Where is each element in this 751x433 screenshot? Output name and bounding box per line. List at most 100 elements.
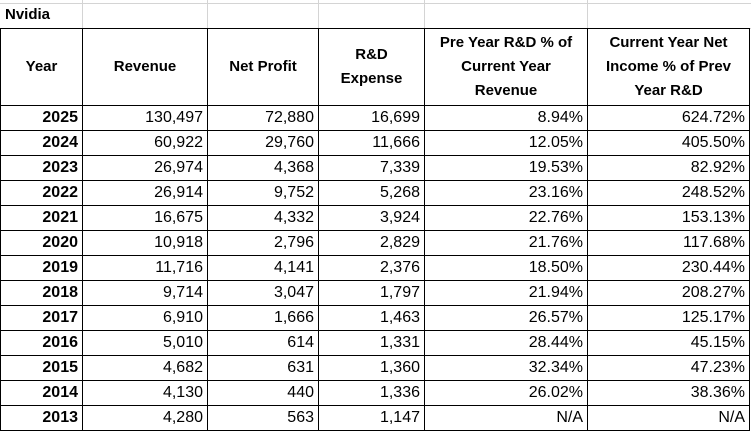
cell-net-profit[interactable]: 631 <box>207 355 319 381</box>
cell-revenue[interactable]: 9,714 <box>82 280 208 306</box>
cell-prev-rd-pct[interactable]: 21.76% <box>424 230 588 256</box>
header-row: Year Revenue Net Profit R&D Expense Pre … <box>0 28 750 106</box>
cell-net-income-pct[interactable]: 248.52% <box>587 180 750 206</box>
table-row: 2015 4,682 631 1,360 32.34% 47.23% <box>0 355 750 381</box>
cell-rd-expense[interactable]: 3,924 <box>318 205 425 231</box>
cell-net-profit[interactable]: 614 <box>207 330 319 356</box>
cell-year[interactable]: 2013 <box>0 405 83 431</box>
cell-year[interactable]: 2024 <box>0 130 83 156</box>
data-table: Year Revenue Net Profit R&D Expense Pre … <box>0 28 750 431</box>
cell-revenue[interactable]: 4,280 <box>82 405 208 431</box>
cell-year[interactable]: 2018 <box>0 280 83 306</box>
cell-net-income-pct[interactable]: 624.72% <box>587 105 750 131</box>
cell-net-profit[interactable]: 4,141 <box>207 255 319 281</box>
cell-revenue[interactable]: 6,910 <box>82 305 208 331</box>
cell-net-profit[interactable]: 2,796 <box>207 230 319 256</box>
table-row: 2023 26,974 4,368 7,339 19.53% 82.92% <box>0 155 750 181</box>
sheet-gridline <box>587 0 588 28</box>
cell-net-profit[interactable]: 4,332 <box>207 205 319 231</box>
cell-year[interactable]: 2020 <box>0 230 83 256</box>
cell-net-income-pct[interactable]: 38.36% <box>587 380 750 406</box>
cell-net-income-pct[interactable]: 208.27% <box>587 280 750 306</box>
cell-prev-rd-pct[interactable]: 32.34% <box>424 355 588 381</box>
table-row: 2022 26,914 9,752 5,268 23.16% 248.52% <box>0 180 750 206</box>
cell-rd-expense[interactable]: 5,268 <box>318 180 425 206</box>
cell-year[interactable]: 2014 <box>0 380 83 406</box>
cell-year[interactable]: 2022 <box>0 180 83 206</box>
cell-rd-expense[interactable]: 11,666 <box>318 130 425 156</box>
cell-net-income-pct[interactable]: N/A <box>587 405 750 431</box>
cell-prev-rd-pct[interactable]: 26.02% <box>424 380 588 406</box>
cell-rd-expense[interactable]: 1,797 <box>318 280 425 306</box>
cell-revenue[interactable]: 130,497 <box>82 105 208 131</box>
cell-rd-expense[interactable]: 2,829 <box>318 230 425 256</box>
cell-revenue[interactable]: 11,716 <box>82 255 208 281</box>
cell-year[interactable]: 2015 <box>0 355 83 381</box>
cell-prev-rd-pct[interactable]: 19.53% <box>424 155 588 181</box>
cell-prev-rd-pct[interactable]: 18.50% <box>424 255 588 281</box>
cell-net-profit[interactable]: 72,880 <box>207 105 319 131</box>
cell-prev-rd-pct[interactable]: 8.94% <box>424 105 588 131</box>
cell-prev-rd-pct[interactable]: 28.44% <box>424 330 588 356</box>
cell-year[interactable]: 2025 <box>0 105 83 131</box>
cell-revenue[interactable]: 10,918 <box>82 230 208 256</box>
table-row: 2017 6,910 1,666 1,463 26.57% 125.17% <box>0 305 750 331</box>
cell-net-income-pct[interactable]: 405.50% <box>587 130 750 156</box>
sheet-gridline <box>424 0 425 28</box>
cell-revenue[interactable]: 60,922 <box>82 130 208 156</box>
cell-net-income-pct[interactable]: 82.92% <box>587 155 750 181</box>
cell-revenue[interactable]: 26,974 <box>82 155 208 181</box>
sheet-title[interactable]: Nvidia <box>5 6 51 23</box>
cell-rd-expense[interactable]: 1,331 <box>318 330 425 356</box>
cell-revenue[interactable]: 16,675 <box>82 205 208 231</box>
cell-net-profit[interactable]: 4,368 <box>207 155 319 181</box>
table-row: 2025 130,497 72,880 16,699 8.94% 624.72% <box>0 105 750 131</box>
cell-rd-expense[interactable]: 1,336 <box>318 380 425 406</box>
cell-net-income-pct[interactable]: 47.23% <box>587 355 750 381</box>
sheet-gridline <box>318 0 319 28</box>
cell-revenue[interactable]: 5,010 <box>82 330 208 356</box>
sheet-gridline <box>0 3 751 4</box>
cell-prev-rd-pct[interactable]: 26.57% <box>424 305 588 331</box>
table-row: 2024 60,922 29,760 11,666 12.05% 405.50% <box>0 130 750 156</box>
cell-rd-expense[interactable]: 1,360 <box>318 355 425 381</box>
cell-net-income-pct[interactable]: 230.44% <box>587 255 750 281</box>
cell-year[interactable]: 2023 <box>0 155 83 181</box>
cell-net-profit[interactable]: 1,666 <box>207 305 319 331</box>
cell-net-profit[interactable]: 29,760 <box>207 130 319 156</box>
cell-year[interactable]: 2016 <box>0 330 83 356</box>
cell-net-profit[interactable]: 9,752 <box>207 180 319 206</box>
cell-revenue[interactable]: 4,682 <box>82 355 208 381</box>
cell-net-profit[interactable]: 563 <box>207 405 319 431</box>
header-net-income-pct[interactable]: Current Year Net Income % of Prev Year R… <box>587 28 750 106</box>
cell-year[interactable]: 2017 <box>0 305 83 331</box>
cell-net-income-pct[interactable]: 45.15% <box>587 330 750 356</box>
cell-prev-rd-pct[interactable]: N/A <box>424 405 588 431</box>
cell-net-income-pct[interactable]: 125.17% <box>587 305 750 331</box>
cell-prev-rd-pct[interactable]: 23.16% <box>424 180 588 206</box>
cell-rd-expense[interactable]: 1,463 <box>318 305 425 331</box>
cell-prev-rd-pct[interactable]: 21.94% <box>424 280 588 306</box>
cell-net-profit[interactable]: 440 <box>207 380 319 406</box>
header-year[interactable]: Year <box>0 28 83 106</box>
table-row: 2018 9,714 3,047 1,797 21.94% 208.27% <box>0 280 750 306</box>
cell-prev-rd-pct[interactable]: 12.05% <box>424 130 588 156</box>
cell-revenue[interactable]: 4,130 <box>82 380 208 406</box>
header-net-profit[interactable]: Net Profit <box>207 28 319 106</box>
cell-revenue[interactable]: 26,914 <box>82 180 208 206</box>
cell-year[interactable]: 2019 <box>0 255 83 281</box>
cell-net-income-pct[interactable]: 153.13% <box>587 205 750 231</box>
header-revenue[interactable]: Revenue <box>82 28 208 106</box>
cell-prev-rd-pct[interactable]: 22.76% <box>424 205 588 231</box>
header-prev-rd-pct[interactable]: Pre Year R&D % of Current Year Revenue <box>424 28 588 106</box>
cell-rd-expense[interactable]: 1,147 <box>318 405 425 431</box>
table-row: 2020 10,918 2,796 2,829 21.76% 117.68% <box>0 230 750 256</box>
cell-rd-expense[interactable]: 7,339 <box>318 155 425 181</box>
cell-rd-expense[interactable]: 16,699 <box>318 105 425 131</box>
cell-rd-expense[interactable]: 2,376 <box>318 255 425 281</box>
cell-net-profit[interactable]: 3,047 <box>207 280 319 306</box>
cell-year[interactable]: 2021 <box>0 205 83 231</box>
header-rd-expense[interactable]: R&D Expense <box>318 28 425 106</box>
cell-net-income-pct[interactable]: 117.68% <box>587 230 750 256</box>
sheet-gridline <box>82 0 83 28</box>
